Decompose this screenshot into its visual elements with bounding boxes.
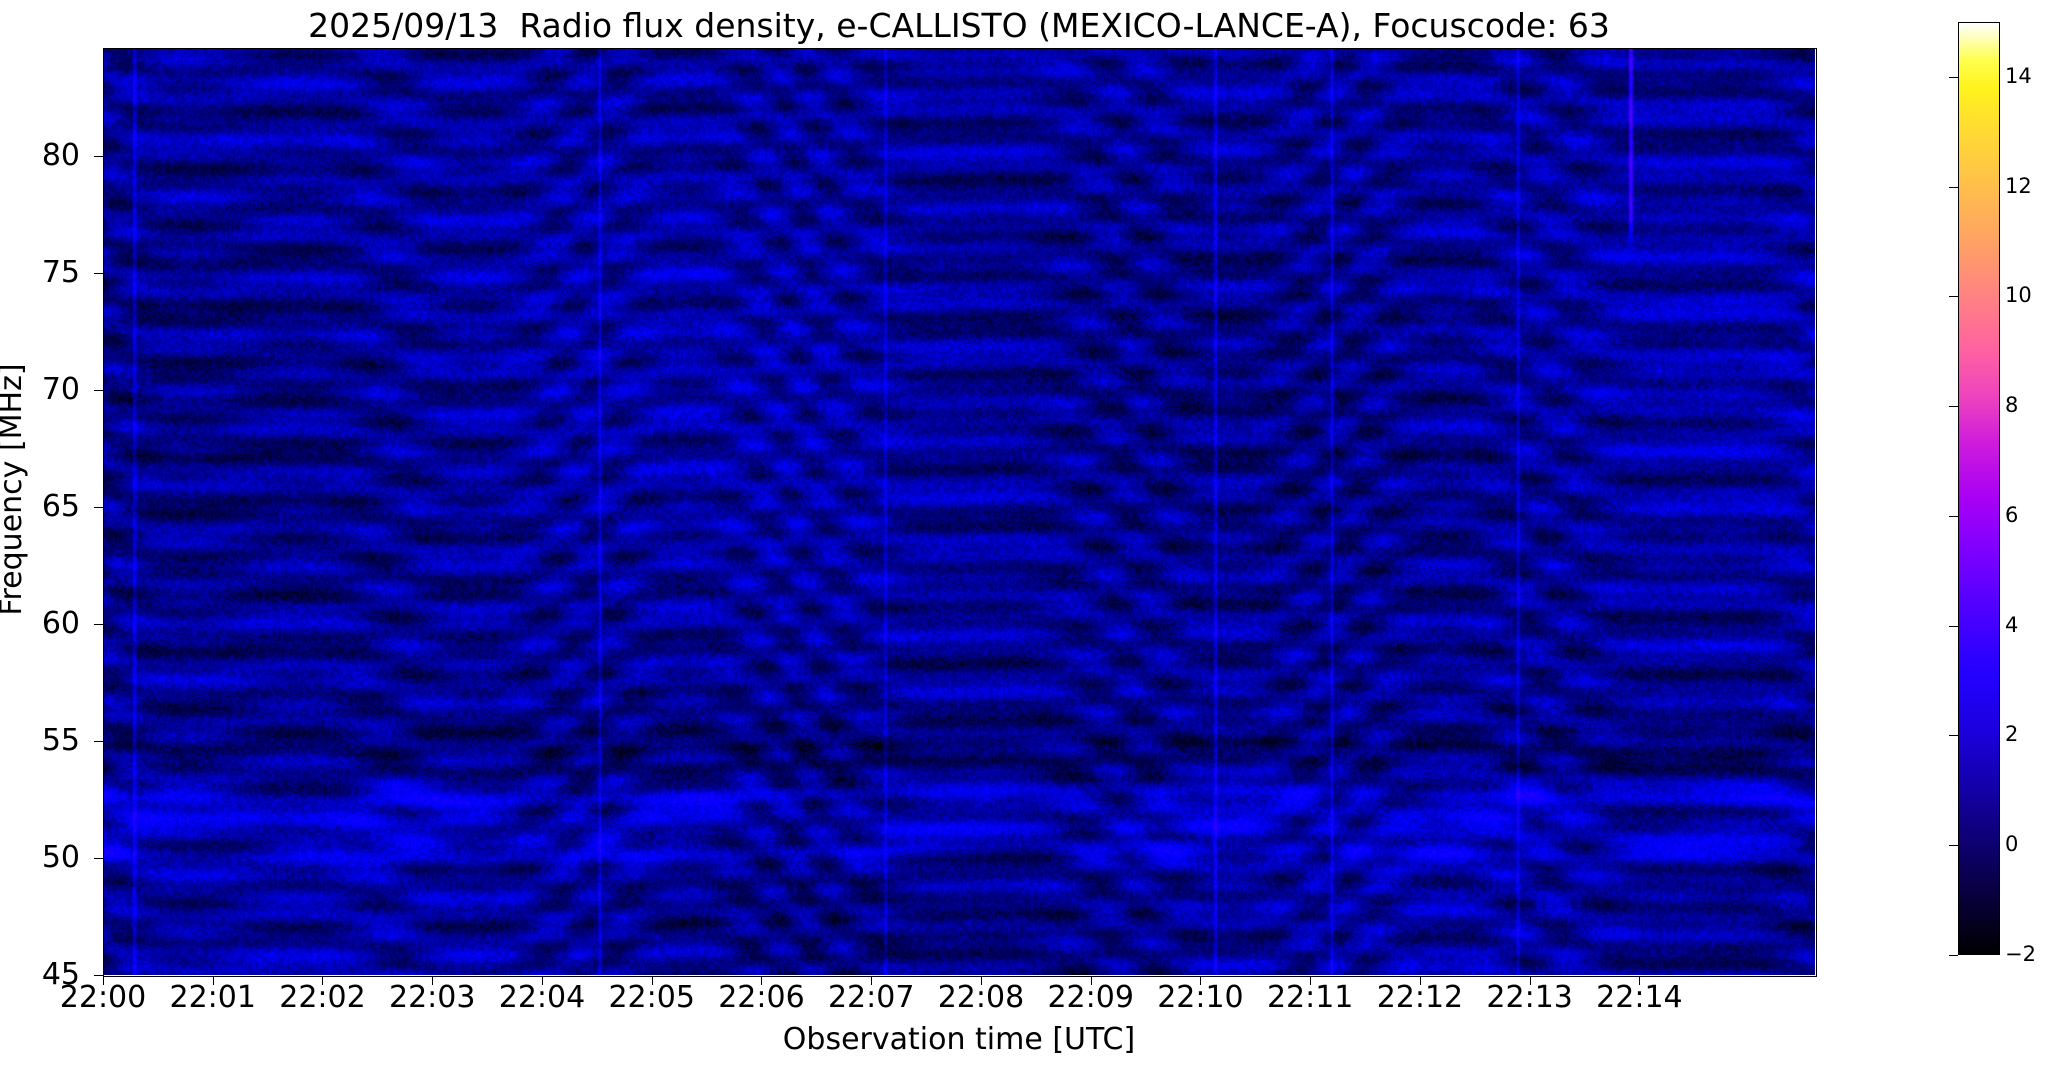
y-tick-label: 70 [41, 371, 80, 407]
x-tick-label: 22:07 [827, 980, 915, 1015]
y-tick-label: 55 [41, 722, 80, 758]
spectrogram-plot-area [103, 48, 1815, 975]
x-tick-label: 22:10 [1157, 980, 1244, 1015]
x-tick-mark [1639, 976, 1641, 985]
y-tick-mark [94, 155, 103, 157]
x-tick-mark [871, 976, 873, 985]
x-tick-mark [1310, 976, 1312, 985]
x-tick-mark [761, 976, 763, 985]
colorbar [1958, 22, 2000, 955]
x-tick-mark [1200, 976, 1202, 985]
colorbar-tick-mark [1949, 735, 1958, 737]
colorbar-tick-mark [1949, 76, 1958, 78]
x-tick-label: 22:12 [1376, 980, 1464, 1015]
colorbar-tick-label: 10 [2005, 283, 2032, 308]
x-tick-label: 22:13 [1486, 980, 1573, 1015]
y-tick-mark [94, 975, 103, 976]
y-tick-label: 65 [41, 488, 80, 524]
y-tick-label: 60 [41, 605, 80, 641]
spectrogram-image [103, 48, 1815, 975]
colorbar-tick-mark [1949, 406, 1958, 408]
x-tick-label: 22:03 [388, 980, 476, 1015]
y-tick-mark [94, 740, 103, 742]
x-tick-mark [651, 976, 653, 985]
colorbar-tick-mark [1949, 955, 1958, 956]
x-tick-label: 22:08 [937, 980, 1025, 1015]
colorbar-tick-mark [1949, 296, 1958, 298]
y-tick-mark [94, 857, 103, 859]
colorbar-tick-label: −2 [2005, 942, 2036, 966]
x-tick-mark [212, 976, 214, 985]
x-tick-label: 22:02 [279, 980, 366, 1015]
x-tick-mark [103, 976, 104, 985]
y-tick-label: 80 [41, 137, 80, 173]
x-tick-label: 22:00 [59, 980, 147, 1015]
colorbar-tick-label: 8 [2005, 393, 2019, 418]
y-tick-mark [94, 623, 103, 625]
x-tick-mark [1529, 976, 1531, 985]
x-tick-mark [1090, 976, 1092, 985]
x-tick-mark [322, 976, 324, 985]
x-tick-label: 22:04 [498, 980, 586, 1015]
colorbar-tick-label: 4 [2005, 612, 2019, 637]
colorbar-tick-mark [1949, 186, 1958, 188]
y-tick-mark [94, 272, 103, 274]
x-tick-mark [1419, 976, 1421, 985]
colorbar-tick-mark [1949, 625, 1958, 627]
colorbar-tick-label: 0 [2005, 832, 2019, 857]
colorbar-tick-mark [1949, 515, 1958, 517]
colorbar-tick-label: 14 [2005, 63, 2032, 88]
colorbar-tick-label: 12 [2005, 173, 2032, 198]
y-tick-label: 45 [41, 957, 80, 992]
x-tick-label: 22:14 [1596, 980, 1683, 1015]
x-tick-label: 22:09 [1047, 980, 1134, 1015]
x-tick-label: 22:06 [718, 980, 805, 1015]
y-tick-mark [94, 506, 103, 508]
y-tick-label: 50 [41, 839, 80, 875]
x-axis-label: Observation time [UTC] [782, 1022, 1136, 1057]
y-tick-mark [94, 389, 103, 391]
page-title: 2025/09/13 Radio flux density, e-CALLIST… [308, 6, 1610, 45]
colorbar-gradient [1959, 23, 1999, 954]
x-tick-mark [541, 976, 543, 985]
colorbar-tick-mark [1949, 845, 1958, 847]
colorbar-tick-label: 2 [2005, 722, 2019, 747]
colorbar-tick-label: 6 [2005, 502, 2019, 527]
x-tick-label: 22:11 [1266, 980, 1354, 1015]
x-tick-mark [980, 976, 982, 985]
x-tick-label: 22:01 [169, 980, 256, 1015]
x-tick-mark [432, 976, 434, 985]
y-tick-label: 75 [41, 254, 80, 290]
x-tick-label: 22:05 [608, 980, 695, 1015]
